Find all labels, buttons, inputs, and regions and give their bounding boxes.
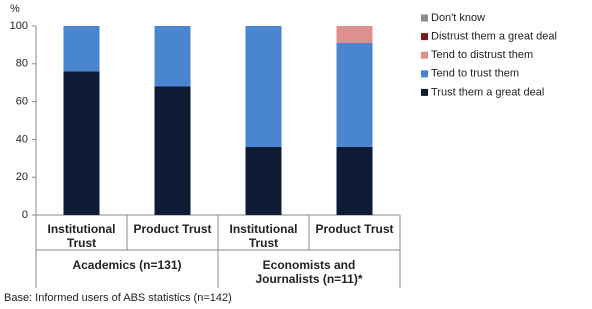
y-tick-label: 40 [16,133,28,145]
y-tick-label: 80 [16,58,28,70]
legend-swatch [421,88,428,96]
bar-segment [154,26,191,87]
x-tick-label: Product Trust [315,222,394,236]
bar-segment [245,146,282,215]
group-label: Economists and Journalists (n=11)* [255,258,363,286]
bar-segment [336,43,373,147]
x-tick-label: Product Trust [133,222,212,236]
legend-label: Distrust them a great deal [431,31,557,43]
legend-swatch [421,14,428,22]
x-tick-label: Institutional Trust [47,222,116,250]
bar-segment [245,26,282,147]
y-tick-label: 0 [22,209,28,221]
legend-label: Tend to trust them [431,68,519,80]
bar-segment [154,86,191,215]
legend-swatch [421,70,428,78]
x-tick-label: Institutional Trust [229,222,298,250]
group-label: Academics (n=131) [72,258,182,272]
y-axis-label: % [10,3,20,15]
legend-label: Don't know [431,12,485,24]
footnote: Base: Informed users of ABS statistics (… [4,292,232,304]
y-tick-label: 60 [16,96,28,108]
legend-swatch [421,51,428,59]
legend-label: Tend to distrust them [431,49,533,61]
y-tick-label: 100 [10,20,28,32]
legend-swatch [421,33,428,41]
bar-segment [336,26,373,44]
legend-label: Trust them a great deal [431,86,544,98]
bar-segment [63,26,100,72]
bar-segment [336,146,373,215]
y-tick-label: 20 [16,171,28,183]
bar-segment [63,71,100,215]
